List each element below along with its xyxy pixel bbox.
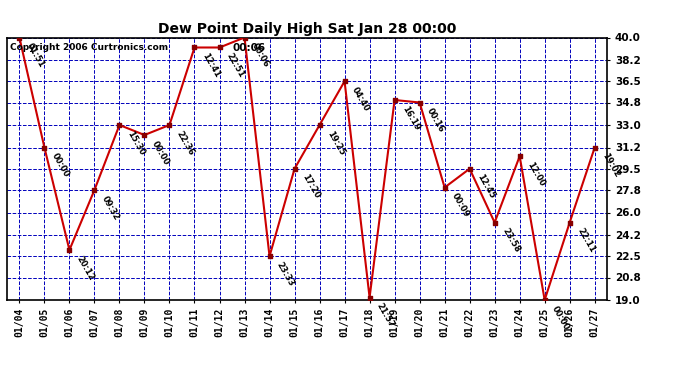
Text: 17:20: 17:20 bbox=[300, 173, 322, 201]
Point bbox=[314, 122, 325, 128]
Text: 00:00: 00:00 bbox=[550, 304, 571, 332]
Point bbox=[414, 99, 425, 105]
Text: 20:12: 20:12 bbox=[75, 254, 96, 282]
Text: 23:33: 23:33 bbox=[275, 260, 296, 288]
Text: 00:09: 00:09 bbox=[450, 192, 471, 219]
Text: 22:51: 22:51 bbox=[225, 52, 246, 80]
Text: 09:32: 09:32 bbox=[100, 194, 121, 222]
Point bbox=[364, 294, 375, 300]
Point bbox=[189, 45, 200, 51]
Text: 12:45: 12:45 bbox=[475, 173, 496, 201]
Point bbox=[164, 122, 175, 128]
Point bbox=[139, 132, 150, 138]
Text: 15:30: 15:30 bbox=[125, 129, 146, 157]
Text: 00:06: 00:06 bbox=[232, 43, 265, 53]
Point bbox=[339, 78, 350, 84]
Text: 04:40: 04:40 bbox=[350, 86, 371, 113]
Title: Dew Point Daily High Sat Jan 28 00:00: Dew Point Daily High Sat Jan 28 00:00 bbox=[158, 22, 456, 36]
Text: 00:06: 00:06 bbox=[250, 42, 271, 69]
Point bbox=[514, 153, 525, 159]
Point bbox=[464, 166, 475, 172]
Point bbox=[389, 97, 400, 103]
Point bbox=[14, 34, 25, 40]
Point bbox=[239, 34, 250, 40]
Point bbox=[89, 187, 100, 193]
Text: 12:41: 12:41 bbox=[200, 52, 221, 80]
Point bbox=[289, 166, 300, 172]
Point bbox=[39, 144, 50, 150]
Text: 19:02: 19:02 bbox=[600, 152, 622, 179]
Text: 22:36: 22:36 bbox=[175, 129, 196, 157]
Text: 16:19: 16:19 bbox=[400, 104, 422, 132]
Text: 00:00: 00:00 bbox=[150, 139, 171, 166]
Text: 00:16: 00:16 bbox=[425, 106, 446, 134]
Text: 00:00: 00:00 bbox=[50, 152, 71, 179]
Text: Copyright 2006 Curtronics.com: Copyright 2006 Curtronics.com bbox=[10, 43, 168, 52]
Point bbox=[264, 253, 275, 259]
Point bbox=[214, 45, 225, 51]
Text: 01:51: 01:51 bbox=[25, 42, 46, 69]
Point bbox=[489, 219, 500, 225]
Point bbox=[564, 219, 575, 225]
Text: 12:00: 12:00 bbox=[525, 160, 546, 188]
Point bbox=[64, 247, 75, 253]
Text: 19:25: 19:25 bbox=[325, 129, 346, 157]
Text: 23:58: 23:58 bbox=[500, 226, 522, 254]
Point bbox=[114, 122, 125, 128]
Point bbox=[539, 297, 550, 303]
Text: 21:57: 21:57 bbox=[375, 302, 396, 329]
Point bbox=[589, 144, 600, 150]
Text: 22:11: 22:11 bbox=[575, 226, 596, 255]
Point bbox=[439, 184, 450, 190]
